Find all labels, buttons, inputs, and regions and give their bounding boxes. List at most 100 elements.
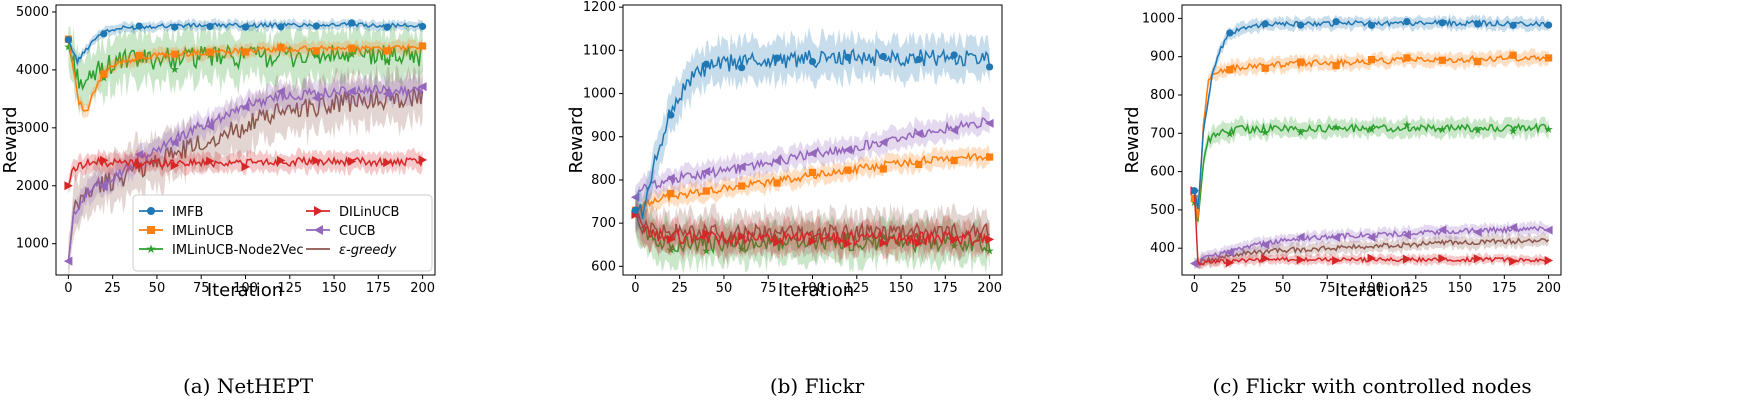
marker-dilinucb (347, 156, 357, 166)
marker-dilinucb (1225, 258, 1235, 268)
y-tick-label: 400 (1150, 241, 1175, 256)
x-tick-label: 200 (977, 281, 1002, 296)
x-tick-label: 200 (1536, 281, 1561, 296)
marker-imfb (171, 23, 179, 31)
x-tick-label: 175 (366, 281, 391, 296)
marker-cucb (1473, 227, 1482, 237)
marker-cucb (170, 137, 179, 147)
x-tick-label: 50 (1275, 281, 1292, 296)
line-imlinucb-node2vec (1193, 122, 1550, 222)
x-tick-label: 75 (1319, 281, 1336, 296)
marker-dilinucb (985, 234, 995, 244)
marker-cucb (1508, 222, 1518, 232)
marker-dilinucb (1438, 253, 1447, 263)
marker-imlinucb (419, 42, 427, 50)
y-tick-label: 700 (591, 216, 616, 231)
marker-dilinucb (276, 155, 286, 165)
y-tick-label: 5000 (16, 5, 49, 20)
marker-imfb (986, 63, 994, 71)
marker-imlinucb (135, 51, 143, 60)
plot-frame-b (622, 4, 1003, 276)
ylabel-c: Reward (1122, 106, 1143, 173)
marker-dilinucb (702, 228, 711, 238)
marker-imfb (915, 55, 923, 64)
marker-imfb (419, 22, 427, 31)
marker-imfb (64, 36, 72, 44)
marker-imlinucb (1509, 51, 1517, 59)
marker-imlinucb-node2vec: ★ (1508, 125, 1518, 138)
y-tick-label: 1000 (583, 87, 616, 102)
marker-imlinucb-node2vec: ★ (949, 240, 959, 253)
marker-imlinucb (915, 160, 923, 169)
band-imlinucb-node2vec (1194, 114, 1549, 230)
chart-panel-c: Reward Iteration (c) Flickr with control… (1122, 4, 1562, 398)
marker-imlinucb-node2vec: ★ (311, 49, 321, 62)
axis-ticks-b: 0 25 50 75 100 125 150 175 200 600 700 800 900 1000 11… (583, 0, 1002, 296)
marker-dilinucb (737, 232, 747, 242)
legend-entry-epsilon-greedy: ε-greedy (306, 243, 397, 258)
y-tick-label: 3000 (16, 121, 49, 136)
x-tick-label: 25 (1230, 281, 1247, 296)
legend-entry-imlinucb-node2vec: ★ IMLinUCB-Node2Vec (139, 242, 304, 258)
x-tick-label: 75 (760, 281, 777, 296)
marker-cucb (1437, 225, 1447, 235)
legend: IMFB IMLinUCB ★ IMLinUCB-Node2Vec DILinU… (132, 194, 433, 272)
band-epsilon-greedy (68, 59, 423, 275)
legend-entry-imlinucb: IMLinUCB (139, 224, 234, 239)
marker-imfb (100, 30, 108, 38)
legend-entry-imfb: IMFB (139, 205, 203, 220)
caption-b: (b) Flickr (770, 374, 865, 398)
marker-imlinucb (1297, 58, 1305, 66)
marker-imlinucb (986, 153, 994, 161)
band-imfb (68, 17, 423, 68)
marker-dilinucb (843, 239, 853, 249)
marker-cucb (1260, 240, 1270, 250)
marker-cucb (666, 173, 675, 183)
y-tick-label: 900 (1150, 50, 1175, 65)
x-tick-label: 150 (1448, 281, 1473, 296)
xlabel-c: Iteration (1335, 280, 1411, 301)
legend-label-imlinucb: IMLinUCB (172, 224, 234, 239)
marker-imlinucb (100, 70, 108, 78)
marker-dilinucb (1296, 255, 1306, 265)
marker-imlinucb (312, 47, 320, 55)
marker-imlinucb (1261, 64, 1269, 72)
marker-dilinucb (241, 162, 250, 172)
x-tick-label: 75 (193, 281, 210, 296)
marker-dilinucb (1332, 256, 1341, 266)
marker-imfb (844, 53, 852, 61)
marker-imlinucb-node2vec: ★ (843, 228, 853, 241)
marker-cucb (1367, 232, 1376, 242)
x-tick-label: 175 (933, 281, 958, 296)
y-tick-label: 4000 (16, 63, 49, 78)
marker-dilinucb (773, 237, 782, 247)
marker-imlinucb (773, 179, 781, 187)
marker-imlinucb (383, 47, 391, 55)
marker-dilinucb (950, 235, 959, 245)
axis-ticks-c: 0 25 50 75 100 125 150 175 200 400 500 600 700 800 900… (1142, 11, 1561, 296)
marker-imlinucb (950, 156, 958, 165)
xlabel-b: Iteration (778, 280, 854, 301)
x-tick-label: 100 (1359, 281, 1384, 296)
marker-cucb (772, 156, 782, 166)
y-tick-label: 500 (1150, 203, 1175, 218)
marker-imfb (1545, 21, 1553, 29)
marker-imlinucb-node2vec: ★ (1544, 123, 1554, 136)
marker-imfb (1403, 18, 1411, 26)
marker-imlinucb-node2vec: ★ (134, 53, 144, 66)
series-group-a: ★★★★★★★★★★★ (63, 16, 428, 275)
marker-dilinucb (99, 155, 109, 165)
ylabel-b: Reward (566, 106, 587, 173)
marker-imlinucb-node2vec: ★ (1402, 118, 1412, 131)
marker-cucb (737, 162, 746, 172)
xlabel-a: Iteration (207, 280, 283, 301)
marker-imlinucb (1226, 66, 1234, 74)
y-tick-label: 1000 (1142, 11, 1175, 26)
marker-imlinucb-node2vec: ★ (914, 231, 924, 244)
x-tick-label: 125 (1403, 281, 1428, 296)
marker-dilinucb (418, 155, 428, 165)
band-cucb (1194, 220, 1549, 270)
marker-imlinucb-node2vec: ★ (170, 63, 180, 76)
marker-cucb (276, 86, 285, 96)
x-tick-label: 100 (800, 281, 825, 296)
